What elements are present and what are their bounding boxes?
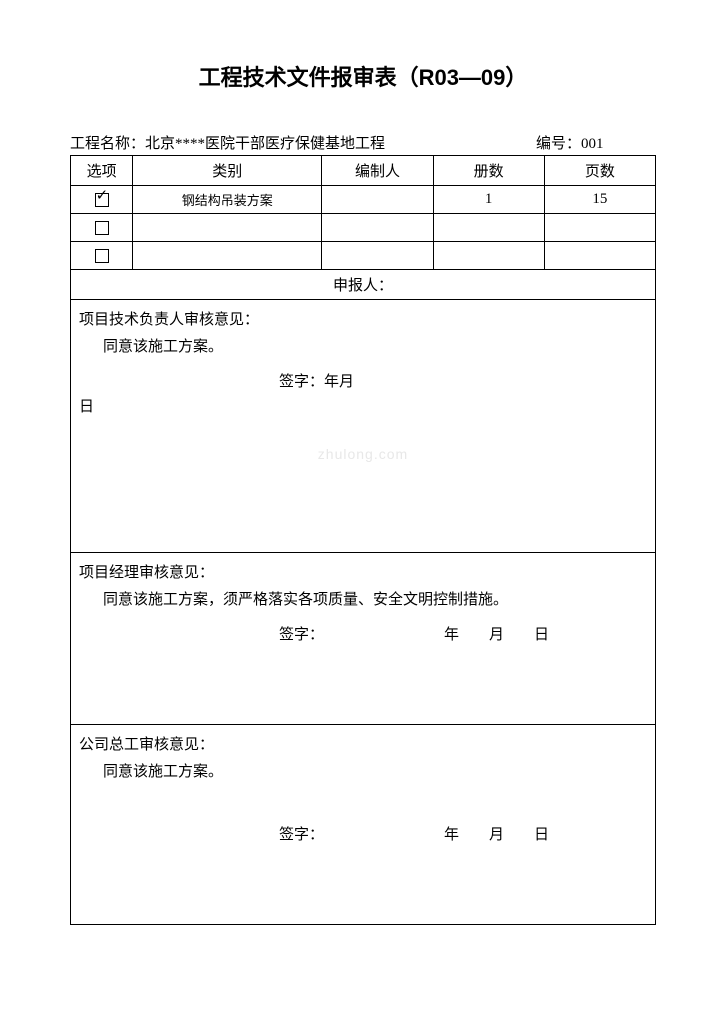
chief-cell: 公司总工审核意见： 同意该施工方案。 签字： 年 月 日 xyxy=(71,725,656,925)
cell-select xyxy=(71,186,133,214)
pm-sign-line: 签字： 年 月 日 xyxy=(79,623,647,644)
chief-label: 公司总工审核意见： xyxy=(79,733,647,754)
cell-select xyxy=(71,214,133,242)
doc-no-line: 编号：001 xyxy=(536,132,656,153)
year-label: 年 xyxy=(324,374,339,390)
cell-pages xyxy=(544,214,655,242)
main-table: 选项 类别 编制人 册数 页数 钢结构吊装方案 1 15 xyxy=(70,155,656,925)
chief-row: 公司总工审核意见： 同意该施工方案。 签字： 年 月 日 xyxy=(71,725,656,925)
pm-row: 项目经理审核意见： 同意该施工方案，须严格落实各项质量、安全文明控制措施。 签字… xyxy=(71,553,656,725)
year-label: 年 xyxy=(444,827,459,843)
pm-label: 项目经理审核意见： xyxy=(79,561,647,582)
day-label: 日 xyxy=(534,827,549,843)
col-category: 类别 xyxy=(133,156,322,186)
day-label: 日 xyxy=(534,627,549,643)
spacer: zhulong.com xyxy=(79,446,647,546)
cell-author xyxy=(322,242,433,270)
month-label: 月 xyxy=(489,627,504,643)
col-select: 选项 xyxy=(71,156,133,186)
day-label: 日 xyxy=(79,399,94,415)
tech-lead-sign-line: 签字：年月 xyxy=(79,370,647,391)
table-row xyxy=(71,214,656,242)
project-label: 工程名称： xyxy=(70,136,145,152)
year-label: 年 xyxy=(444,627,459,643)
checkbox-icon xyxy=(95,221,109,235)
cell-volumes: 1 xyxy=(433,186,544,214)
month-label: 月 xyxy=(339,374,354,390)
cell-volumes xyxy=(433,242,544,270)
tech-lead-cell: 项目技术负责人审核意见： 同意该施工方案。 签字：年月 日 zhulong.co… xyxy=(71,300,656,553)
col-pages: 页数 xyxy=(544,156,655,186)
checkbox-icon xyxy=(95,193,109,207)
applicant-cell: 申报人： xyxy=(71,270,656,300)
watermark-text: zhulong.com xyxy=(79,446,647,462)
project-name-line: 工程名称：北京****医院干部医疗保健基地工程 xyxy=(70,132,536,153)
chief-opinion: 同意该施工方案。 xyxy=(103,760,647,781)
pm-opinion: 同意该施工方案，须严格落实各项质量、安全文明控制措施。 xyxy=(103,588,647,609)
spacer xyxy=(79,648,647,718)
pm-cell: 项目经理审核意见： 同意该施工方案，须严格落实各项质量、安全文明控制措施。 签字… xyxy=(71,553,656,725)
cell-author xyxy=(322,186,433,214)
sign-label: 签字： xyxy=(279,827,324,843)
table-row: 钢结构吊装方案 1 15 xyxy=(71,186,656,214)
cell-category: 钢结构吊装方案 xyxy=(133,186,322,214)
tech-lead-opinion: 同意该施工方案。 xyxy=(103,335,647,356)
chief-sign-line: 签字： 年 月 日 xyxy=(79,823,647,844)
cell-volumes xyxy=(433,214,544,242)
cell-select xyxy=(71,242,133,270)
table-header-row: 选项 类别 编制人 册数 页数 xyxy=(71,156,656,186)
project-name: 北京****医院干部医疗保健基地工程 xyxy=(145,136,385,152)
col-volumes: 册数 xyxy=(433,156,544,186)
cell-category xyxy=(133,242,322,270)
cell-pages xyxy=(544,242,655,270)
checkbox-icon xyxy=(95,249,109,263)
cell-author xyxy=(322,214,433,242)
sign-label: 签字： xyxy=(279,374,324,390)
page-container: 工程技术文件报审表（R03—09） 工程名称：北京****医院干部医疗保健基地工… xyxy=(0,0,726,965)
page-title: 工程技术文件报审表（R03—09） xyxy=(70,60,656,92)
doc-no: 001 xyxy=(581,136,604,152)
month-label: 月 xyxy=(489,827,504,843)
cell-pages: 15 xyxy=(544,186,655,214)
spacer xyxy=(79,848,647,918)
col-author: 编制人 xyxy=(322,156,433,186)
table-row xyxy=(71,242,656,270)
doc-no-label: 编号： xyxy=(536,136,581,152)
sign-label: 签字： xyxy=(279,627,324,643)
applicant-row: 申报人： xyxy=(71,270,656,300)
spacer xyxy=(79,791,647,809)
cell-category xyxy=(133,214,322,242)
day-wrap: 日 xyxy=(79,395,647,416)
tech-lead-label: 项目技术负责人审核意见： xyxy=(79,308,647,329)
tech-lead-row: 项目技术负责人审核意见： 同意该施工方案。 签字：年月 日 zhulong.co… xyxy=(71,300,656,553)
header-row: 工程名称：北京****医院干部医疗保健基地工程 编号：001 xyxy=(70,132,656,153)
